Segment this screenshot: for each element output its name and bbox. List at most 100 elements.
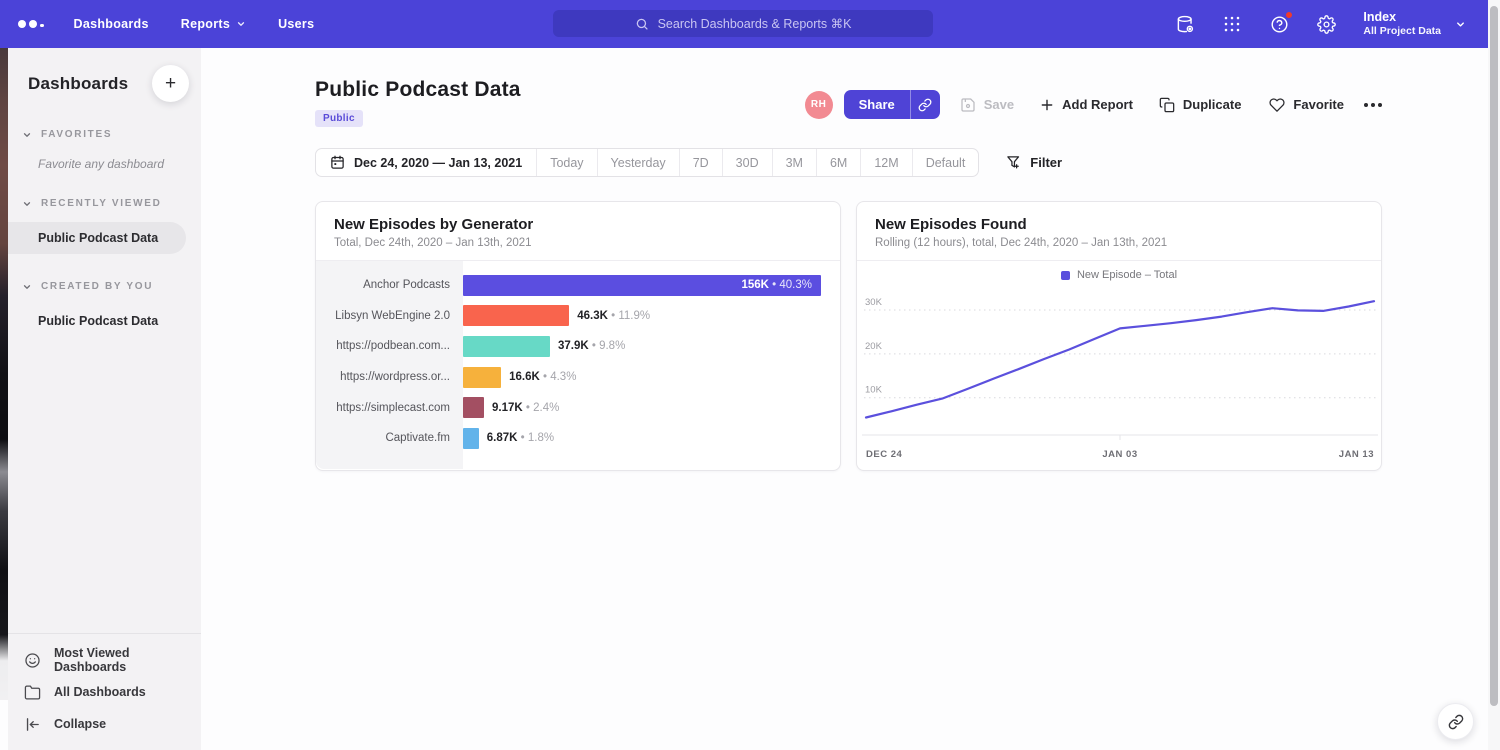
bar-row: Anchor Podcasts 156K • 40.3% (316, 270, 840, 301)
chevron-down-icon (1455, 19, 1466, 30)
search-icon (635, 17, 649, 31)
x-axis-tick: JAN 03 (1102, 449, 1137, 460)
global-search-input[interactable]: Search Dashboards & Reports ⌘K (553, 10, 933, 37)
bar-value-label: 46.3K • 11.9% (577, 310, 650, 322)
folder-icon (24, 684, 41, 701)
share-button-group: Share (844, 90, 940, 119)
share-button[interactable]: Share (844, 90, 910, 119)
series-line[interactable] (866, 301, 1374, 417)
help-icon[interactable] (1269, 14, 1289, 34)
chevron-down-icon (22, 130, 32, 140)
nav-dashboards[interactable]: Dashboards (74, 17, 149, 31)
page-scrollbar (1488, 0, 1500, 750)
date-range-control: Dec 24, 2020 — Jan 13, 2021 TodayYesterd… (315, 148, 979, 177)
y-axis-tick: 10K (865, 385, 883, 396)
top-navbar: Dashboards Reports Users Search Dashboar… (0, 0, 1488, 48)
preset-7d[interactable]: 7D (679, 149, 722, 176)
nav-users[interactable]: Users (278, 17, 314, 31)
preset-today[interactable]: Today (536, 149, 596, 176)
line-plot: 10K20K30KDEC 24JAN 03JAN 13 (857, 285, 1381, 467)
line-chart-title: New Episodes Found (875, 216, 1363, 233)
bar-chart-title: New Episodes by Generator (334, 216, 822, 233)
visibility-badge: Public (315, 110, 363, 127)
bar-value-label: 156K • 40.3% (741, 279, 812, 291)
save-button[interactable]: Save (960, 97, 1014, 113)
chevron-down-icon (22, 282, 32, 292)
collapse-left-icon (24, 716, 41, 733)
chevron-down-icon (236, 19, 246, 29)
preset-yesterday[interactable]: Yesterday (597, 149, 679, 176)
heart-icon (1269, 97, 1285, 113)
project-name: Index (1363, 10, 1441, 25)
share-link-button[interactable] (910, 90, 940, 119)
favorite-button[interactable]: Favorite (1269, 97, 1344, 113)
bar-value-label: 37.9K • 9.8% (558, 340, 625, 352)
legend-label: New Episode – Total (1077, 269, 1177, 281)
settings-gear-icon[interactable] (1316, 14, 1336, 34)
search-placeholder: Search Dashboards & Reports ⌘K (658, 16, 852, 31)
section-recently-viewed[interactable]: RECENTLY VIEWED (8, 198, 201, 209)
date-range-button[interactable]: Dec 24, 2020 — Jan 13, 2021 (316, 149, 536, 176)
plus-icon (1040, 98, 1054, 112)
bar-category-label: Captivate.fm (316, 432, 463, 444)
add-report-button[interactable]: Add Report (1040, 97, 1133, 112)
filter-button[interactable]: Filter (1006, 155, 1062, 170)
bar-chart-card: New Episodes by Generator Total, Dec 24t… (315, 201, 841, 471)
more-options-button[interactable] (1364, 103, 1382, 107)
collapse-sidebar-button[interactable]: Collapse (24, 708, 193, 740)
y-axis-tick: 20K (865, 341, 883, 352)
copy-icon (1159, 97, 1175, 113)
bar-rows: Anchor Podcasts 156K • 40.3% Libsyn WebEng… (316, 261, 840, 454)
bar-segment[interactable] (463, 305, 569, 326)
smiley-icon (24, 652, 41, 669)
date-presets: TodayYesterday7D30D3M6M12MDefault (536, 149, 978, 176)
bar-row: Libsyn WebEngine 2.046.3K • 11.9% (316, 301, 840, 332)
floating-share-link-button[interactable] (1437, 703, 1474, 740)
line-chart-subtitle: Rolling (12 hours), total, Dec 24th, 202… (875, 237, 1363, 249)
preset-30d[interactable]: 30D (722, 149, 772, 176)
apps-grid-icon[interactable] (1222, 14, 1242, 34)
app-logo-icon[interactable] (18, 20, 44, 28)
sidebar-item-public-podcast-data-created[interactable]: Public Podcast Data (8, 305, 201, 337)
line-chart-card: New Episodes Found Rolling (12 hours), t… (856, 201, 1382, 471)
bar-segment[interactable] (463, 367, 501, 388)
most-viewed-dashboards-link[interactable]: Most Viewed Dashboards (24, 644, 193, 676)
bar-category-label: https://simplecast.com (316, 402, 463, 414)
nav-reports[interactable]: Reports (181, 17, 246, 31)
y-axis-tick: 30K (865, 297, 883, 308)
sidebar-item-public-podcast-data[interactable]: Public Podcast Data (8, 222, 186, 254)
preset-default[interactable]: Default (912, 149, 979, 176)
all-dashboards-link[interactable]: All Dashboards (24, 676, 193, 708)
duplicate-button[interactable]: Duplicate (1159, 97, 1242, 113)
new-dashboard-button[interactable]: + (152, 65, 189, 102)
preset-12m[interactable]: 12M (860, 149, 911, 176)
main-content: Public Podcast Data Public RH Share Save (201, 48, 1488, 750)
bar-category-label: Anchor Podcasts (316, 279, 463, 291)
preset-6m[interactable]: 6M (816, 149, 860, 176)
link-icon (918, 98, 932, 112)
filter-funnel-icon (1006, 155, 1021, 170)
bar-segment[interactable] (463, 336, 550, 357)
bar-segment[interactable]: 156K • 40.3% (463, 275, 821, 296)
avatar[interactable]: RH (805, 91, 833, 119)
bar-category-label: https://wordpress.or... (316, 371, 463, 383)
section-favorites[interactable]: FAVORITES (8, 129, 201, 140)
legend-swatch[interactable] (1061, 271, 1070, 280)
bar-value-label: 9.17K • 2.4% (492, 402, 559, 414)
section-created-by-you[interactable]: CREATED BY YOU (8, 281, 201, 292)
bar-category-label: https://podbean.com... (316, 340, 463, 352)
project-switcher[interactable]: Index All Project Data (1363, 10, 1466, 38)
link-icon (1448, 714, 1464, 730)
page-title: Public Podcast Data (315, 78, 521, 102)
x-axis-tick: DEC 24 (866, 449, 902, 460)
data-sources-icon[interactable] (1175, 14, 1195, 34)
desktop-edge-strip (0, 48, 8, 700)
bar-row: https://wordpress.or...16.6K • 4.3% (316, 362, 840, 393)
app-window: Dashboards Reports Users Search Dashboar… (0, 0, 1500, 750)
bar-segment[interactable] (463, 428, 479, 449)
sidebar: Dashboards + FAVORITES Favorite any dash… (8, 48, 201, 750)
preset-3m[interactable]: 3M (772, 149, 816, 176)
bar-segment[interactable] (463, 397, 484, 418)
scrollbar-thumb[interactable] (1490, 6, 1498, 706)
line-chart-svg: 10K20K30KDEC 24JAN 03JAN 13 (862, 285, 1378, 467)
